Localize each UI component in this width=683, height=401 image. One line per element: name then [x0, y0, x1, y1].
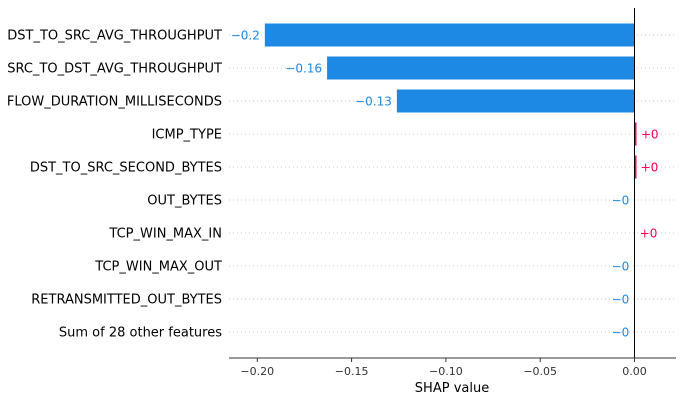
value-label: +0 [640, 227, 658, 241]
bar [396, 89, 635, 113]
value-label: +0 [641, 161, 659, 175]
x-tick-label: −0.05 [523, 365, 557, 378]
x-axis-title: SHAP value [415, 381, 489, 396]
category-label: TCP_WIN_MAX_OUT [94, 260, 222, 275]
value-label: +0 [641, 128, 659, 142]
value-label: −0 [612, 194, 630, 208]
bar-marker [634, 155, 637, 179]
value-label: −0.16 [285, 62, 322, 76]
bars [264, 23, 637, 344]
bar [264, 23, 635, 47]
value-label: −0.13 [355, 95, 392, 109]
category-label: FLOW_DURATION_MILLISECONDS [7, 95, 222, 110]
x-axis: −0.20 −0.15 −0.10 −0.05 0.00 [229, 357, 676, 378]
value-labels: −0.2 −0.16 −0.13 +0 +0 −0 +0 −0 −0 −0 [231, 29, 659, 340]
value-label: −0.2 [231, 29, 260, 43]
bar [327, 56, 635, 80]
category-label: ICMP_TYPE [152, 128, 222, 143]
category-label: OUT_BYTES [147, 194, 222, 209]
value-label: −0 [612, 326, 630, 340]
category-label: Sum of 28 other features [59, 326, 222, 341]
x-tick-label: −0.20 [240, 365, 274, 378]
x-tick-label: −0.10 [429, 365, 463, 378]
x-tick-label: 0.00 [622, 365, 647, 378]
bar-marker [634, 122, 637, 146]
category-label: DST_TO_SRC_SECOND_BYTES [30, 161, 222, 176]
x-tick-label: −0.15 [335, 365, 369, 378]
grid-lines [229, 34, 676, 333]
category-label: RETRANSMITTED_OUT_BYTES [31, 293, 222, 308]
category-label: TCP_WIN_MAX_IN [108, 227, 222, 242]
category-label: SRC_TO_DST_AVG_THROUGHPUT [7, 62, 222, 77]
category-label: DST_TO_SRC_AVG_THROUGHPUT [7, 29, 222, 44]
value-label: −0 [612, 293, 630, 307]
value-label: −0 [612, 260, 630, 274]
category-labels: DST_TO_SRC_AVG_THROUGHPUT SRC_TO_DST_AVG_… [7, 29, 222, 341]
